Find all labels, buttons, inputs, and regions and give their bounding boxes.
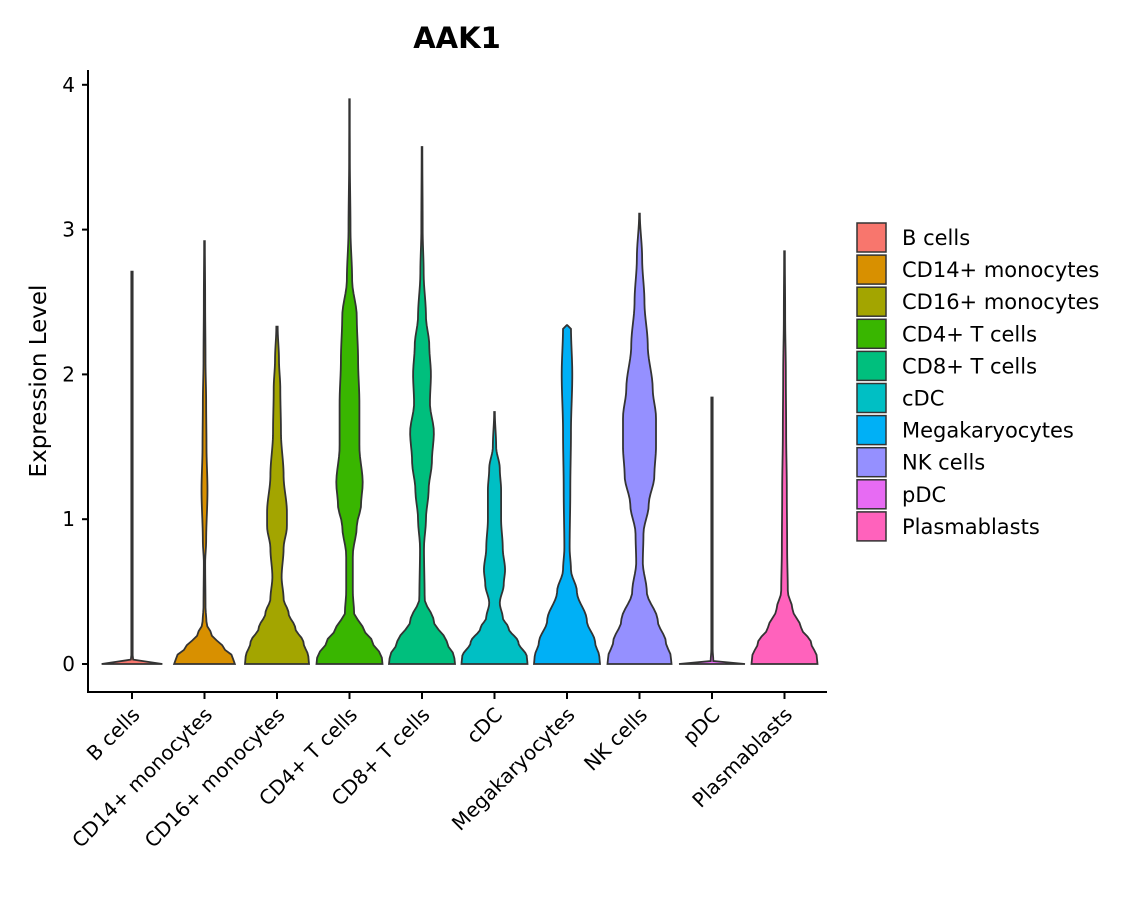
legend-swatch-cd8plus-t-cells	[856, 350, 887, 382]
violin-megakaryocytes	[533, 324, 601, 665]
x-tick-label-b-cells: B cells	[82, 703, 145, 766]
violin-pdc	[678, 396, 746, 665]
x-tick-label-megakaryocytes: Megakaryocytes	[447, 703, 580, 836]
violin-cd4plus-t-cells	[315, 98, 384, 665]
legend-swatch-nk-cells	[856, 446, 887, 478]
legend-swatch-b-cells	[856, 222, 887, 253]
legend-label-cd8plus-t-cells: CD8+ T cells	[902, 354, 1037, 378]
x-tick-label-cdc: cDC	[462, 703, 508, 749]
chart-title: AAK1	[413, 21, 501, 55]
x-tick-label-cd16plus-monocytes: CD16+ monocytes	[140, 703, 290, 853]
x-tick-label-cd14plus-monocytes: CD14+ monocytes	[67, 703, 217, 853]
violin-cd16plus-monocytes	[244, 325, 310, 665]
legend-label-cd4plus-t-cells: CD4+ T cells	[902, 322, 1037, 346]
legend-label-megakaryocytes: Megakaryocytes	[902, 419, 1074, 443]
legend-swatch-megakaryocytes	[856, 414, 887, 446]
y-axis-title: Expression Level	[26, 285, 52, 478]
legend-label-cdc: cDC	[902, 387, 944, 411]
violin-plasmablasts	[750, 250, 819, 665]
y-tick-label: 4	[62, 73, 75, 97]
legend-swatch-cd4plus-t-cells	[856, 318, 887, 350]
violin-cdc	[460, 411, 529, 665]
legend-swatch-cd16plus-monocytes	[856, 286, 887, 317]
legend-label-plasmablasts: Plasmablasts	[902, 515, 1040, 539]
x-tick-label-nk-cells: NK cells	[579, 703, 652, 776]
legend-swatch-cd14plus-monocytes	[856, 254, 887, 285]
legend-swatch-plasmablasts	[856, 511, 887, 542]
x-tick-label-pdc: pDC	[678, 703, 725, 750]
y-tick-label: 0	[62, 652, 75, 676]
legend-label-cd14plus-monocytes: CD14+ monocytes	[902, 258, 1099, 282]
legend-swatch-cdc	[856, 382, 887, 414]
y-tick-label: 2	[62, 362, 75, 386]
violin-b-cells	[101, 270, 163, 665]
legend-swatch-pdc	[856, 479, 887, 510]
violin-cd8plus-t-cells	[388, 146, 456, 665]
violins-group	[101, 98, 819, 665]
legend-label-b-cells: B cells	[902, 226, 970, 250]
legend-label-cd16plus-monocytes: CD16+ monocytes	[902, 290, 1099, 314]
legend-label-nk-cells: NK cells	[902, 451, 985, 475]
violin-nk-cells	[606, 212, 673, 665]
y-tick-label: 3	[62, 218, 75, 242]
violin-cd14plus-monocytes	[172, 240, 237, 665]
legend: B cells CD14+ monocytes CD16+ monocytes CD4…	[856, 222, 1099, 542]
y-tick-label: 1	[62, 507, 75, 531]
y-ticks-group: 0 1 2 3 4	[62, 73, 88, 676]
legend-label-pdc: pDC	[902, 483, 946, 507]
